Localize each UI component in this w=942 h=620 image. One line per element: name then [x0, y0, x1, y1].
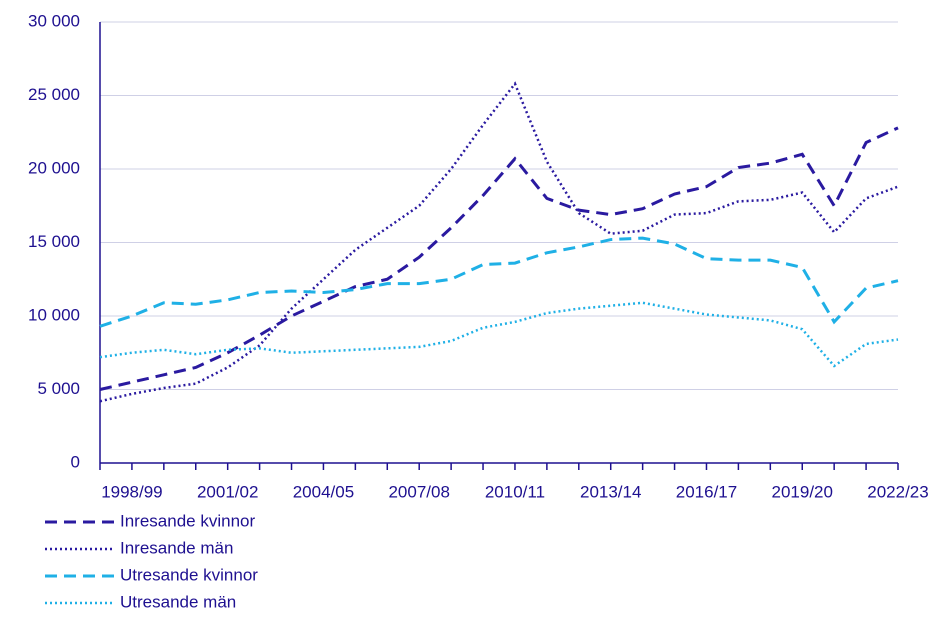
y-tick-label: 5 000 — [37, 379, 80, 398]
x-tick-label: 2022/23 — [867, 482, 928, 501]
x-tick-label: 1998/99 — [101, 482, 162, 501]
series-line — [99, 236, 899, 328]
legend-label: Inresande män — [120, 538, 233, 557]
y-tick-label: 10 000 — [28, 305, 80, 324]
x-tick-label: 2013/14 — [580, 482, 641, 501]
y-tick-label: 15 000 — [28, 232, 80, 251]
legend-label: Utresande kvinnor — [120, 565, 258, 584]
series-line — [99, 126, 899, 391]
x-tick-label: 2016/17 — [676, 482, 737, 501]
x-tick-label: 2004/05 — [293, 482, 354, 501]
y-tick-label: 20 000 — [28, 158, 80, 177]
x-tick-label: 2019/20 — [772, 482, 833, 501]
legend-label: Utresande män — [120, 592, 236, 611]
x-tick-label: 2001/02 — [197, 482, 258, 501]
y-tick-label: 30 000 — [28, 11, 80, 30]
y-tick-label: 0 — [71, 452, 80, 471]
y-tick-label: 25 000 — [28, 85, 80, 104]
legend-label: Inresande kvinnor — [120, 511, 255, 530]
x-tick-label: 2007/08 — [388, 482, 449, 501]
x-tick-label: 2010/11 — [485, 482, 545, 501]
